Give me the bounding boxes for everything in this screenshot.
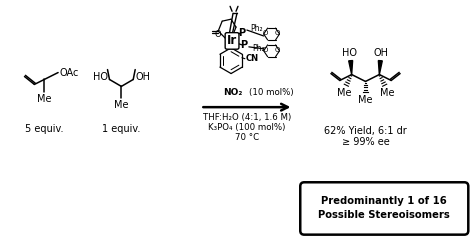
Text: P: P [240,40,247,50]
Text: Me: Me [114,100,128,110]
Text: NO₂: NO₂ [224,88,243,97]
Polygon shape [349,60,353,75]
Text: OH: OH [374,48,389,58]
Text: OAc: OAc [59,67,79,78]
Text: K₃PO₄ (100 mol%): K₃PO₄ (100 mol%) [208,123,285,132]
Text: OH: OH [135,72,150,82]
Text: O: O [263,30,268,36]
Text: 70 °C: 70 °C [235,133,259,142]
Text: Predominantly 1 of 16: Predominantly 1 of 16 [321,196,447,206]
Text: THF:H₂O (4:1, 1.6 M): THF:H₂O (4:1, 1.6 M) [203,113,291,122]
Text: Ph₂: Ph₂ [252,44,264,53]
Text: HO: HO [92,72,108,82]
Text: Ir: Ir [227,34,237,48]
Text: 1 equiv.: 1 equiv. [102,124,141,134]
Polygon shape [378,60,383,75]
Text: Me: Me [380,88,394,98]
Text: Me: Me [358,95,373,105]
Text: Me: Me [337,88,351,98]
Text: Me: Me [37,94,52,104]
Text: (10 mol%): (10 mol%) [249,88,293,97]
FancyBboxPatch shape [300,182,468,235]
Text: ≥ 99% ee: ≥ 99% ee [342,137,389,147]
Text: Ph₂: Ph₂ [250,24,263,33]
Text: O: O [215,30,221,40]
Text: CN: CN [246,54,259,63]
Text: Possible Stereoisomers: Possible Stereoisomers [319,210,450,220]
Text: O: O [275,30,280,36]
Text: 62% Yield, 6:1 dr: 62% Yield, 6:1 dr [324,126,407,136]
Text: HO: HO [342,48,357,58]
Text: P: P [238,28,246,38]
Text: O: O [263,47,268,53]
Text: 5 equiv.: 5 equiv. [25,124,64,134]
Text: O: O [275,47,280,53]
